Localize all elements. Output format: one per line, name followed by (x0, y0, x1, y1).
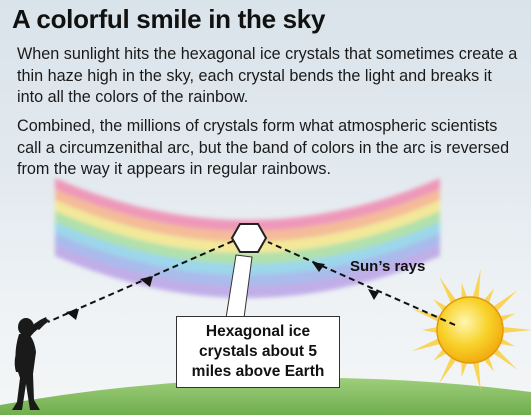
arc-band (55, 222, 440, 276)
sun-ray (498, 338, 516, 347)
sun-ray (422, 326, 439, 334)
hexagon-crystal-icon (230, 223, 268, 253)
sun-ray (492, 348, 518, 370)
person-silhouette-icon (12, 317, 49, 410)
arc-band (55, 233, 440, 287)
intro-paragraph: When sunlight hits the hexagonal ice cry… (17, 45, 518, 106)
page-title: A colorful smile in the sky (12, 4, 326, 34)
sun-ray (411, 308, 442, 322)
arrow-toward-crystal-2 (368, 289, 379, 300)
ray-path-sun-to-crystal (267, 241, 456, 326)
ray-path-crystal-to-observer (47, 240, 234, 323)
arc-band (55, 178, 440, 232)
sun-icon (436, 296, 504, 364)
sun-rays-label: Sun’s rays (350, 258, 426, 275)
sun-ray (483, 356, 494, 372)
circumzenithal-arc (55, 178, 440, 298)
ground (0, 377, 531, 415)
arrow-toward-observer-2 (66, 309, 79, 320)
sun-ray (498, 313, 516, 322)
sun-ray (492, 290, 518, 312)
sun-ray (501, 326, 531, 334)
crystal-callout: Hexagonal ice crystals about 5 miles abo… (176, 316, 340, 388)
arrow-toward-observer-1 (140, 276, 153, 287)
arc-band (55, 211, 440, 265)
sun-ray (439, 276, 457, 304)
sun-ray (411, 338, 442, 352)
callout-text: Hexagonal ice crystals about 5 miles abo… (191, 323, 325, 380)
sun-rays-glow (411, 268, 531, 392)
arrow-toward-crystal (312, 262, 325, 272)
sun-ray (472, 268, 481, 300)
arc-band (55, 189, 440, 243)
sun-ray (472, 360, 481, 392)
arc-paragraph: Combined, the millions of crystals form … (17, 117, 510, 178)
arc-band (55, 200, 440, 254)
arc-band (55, 244, 440, 298)
sun-ray (483, 288, 494, 304)
sun-ray (439, 356, 457, 384)
sun-ray (461, 282, 468, 300)
sun-ray (461, 360, 468, 378)
